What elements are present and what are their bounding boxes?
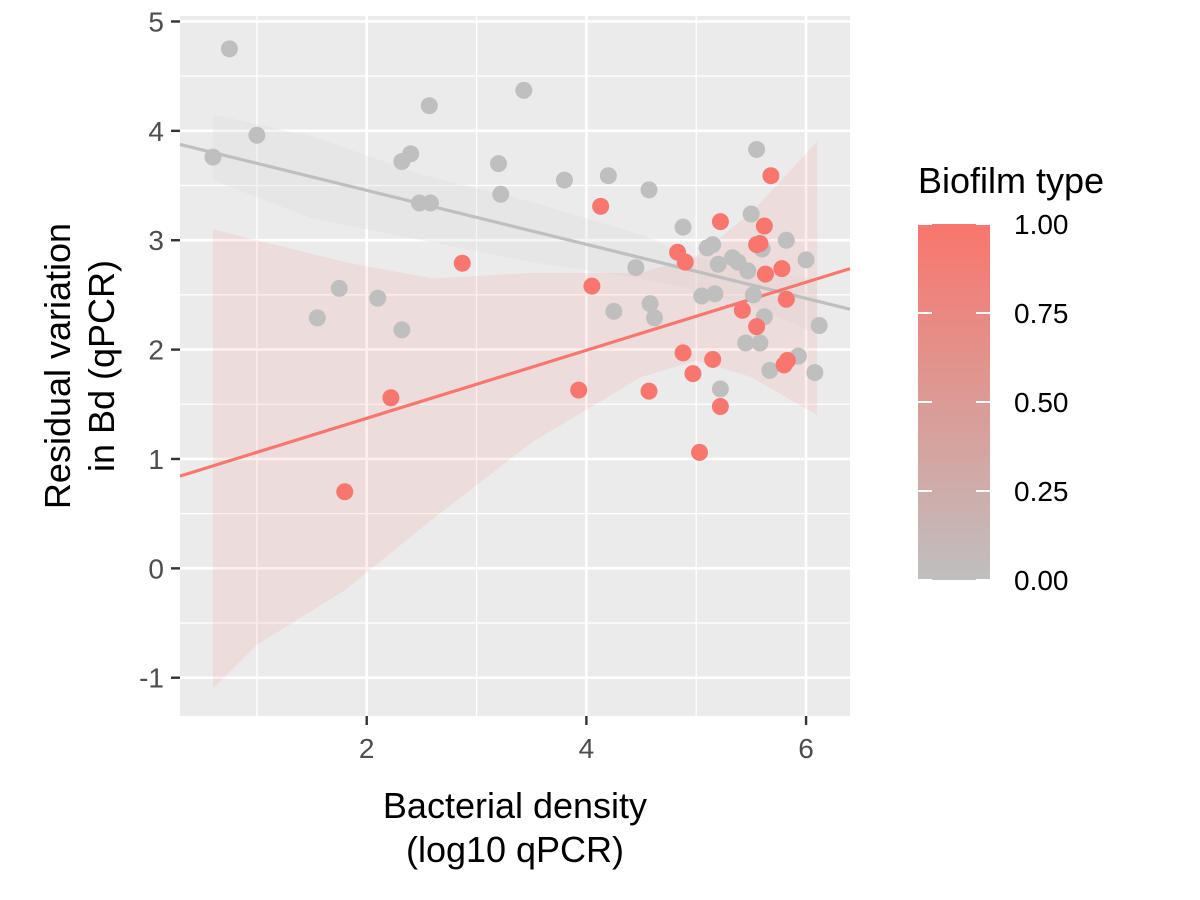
- data-point: [492, 185, 510, 203]
- data-point: [762, 167, 780, 185]
- data-point: [570, 381, 588, 399]
- colorbar-ticks: 1.00 0.75 0.50 0.25 0.00: [918, 209, 1069, 596]
- ribbon-group-1: [212, 141, 818, 689]
- data-point: [761, 361, 779, 379]
- plot-panel: [180, 16, 850, 716]
- colorbar-tick-label: 0.25: [1014, 476, 1069, 507]
- y-tick-label: -1: [139, 663, 164, 694]
- ribbon-group-0: [212, 114, 818, 334]
- colorbar-tick-label: 0.50: [1014, 387, 1069, 418]
- data-point: [453, 254, 471, 272]
- legend: Biofilm type 1.00 0.75 0.50 0.25 0.00: [918, 160, 1104, 596]
- legend-title: Biofilm type: [918, 160, 1104, 201]
- data-point: [676, 253, 694, 271]
- data-point: [592, 197, 610, 215]
- x-axis-title-line: (log10 qPCR): [406, 829, 624, 870]
- data-point: [748, 140, 766, 158]
- data-point: [555, 171, 573, 189]
- colorbar-tick-label: 1.00: [1014, 209, 1069, 240]
- y-tick-label: 1: [148, 444, 164, 475]
- gridlines: [180, 16, 850, 716]
- data-point: [733, 301, 751, 319]
- data-point: [777, 290, 795, 308]
- data-point: [706, 285, 724, 303]
- data-point: [248, 126, 266, 144]
- confidence-ribbons: [212, 114, 818, 689]
- data-point: [641, 295, 659, 313]
- data-point: [393, 321, 411, 339]
- data-point: [674, 218, 692, 236]
- data-point: [711, 213, 729, 231]
- data-point: [773, 260, 791, 278]
- data-point: [704, 236, 722, 254]
- data-point: [711, 380, 729, 398]
- y-tick-label: 0: [148, 553, 164, 584]
- data-point: [684, 365, 702, 383]
- y-tick-label: 2: [148, 335, 164, 366]
- data-point: [744, 286, 762, 304]
- x-tick-label: 4: [579, 733, 595, 764]
- fit-line-group-0: [179, 142, 851, 311]
- data-point: [711, 397, 729, 415]
- data-point: [755, 217, 773, 235]
- data-point: [810, 317, 828, 335]
- data-point: [806, 364, 824, 382]
- data-point: [515, 81, 533, 99]
- data-point: [756, 265, 774, 283]
- data-point: [748, 318, 766, 336]
- data-point: [420, 97, 438, 115]
- data-point: [797, 251, 815, 269]
- colorbar-tick-label: 0.75: [1014, 298, 1069, 329]
- data-point: [693, 287, 711, 305]
- y-axis-title-line: in Bd (qPCR): [81, 260, 122, 472]
- data-point: [640, 181, 658, 199]
- data-point: [220, 40, 238, 58]
- data-point: [645, 309, 663, 327]
- data-point: [490, 155, 508, 173]
- data-point: [382, 389, 400, 407]
- data-point: [778, 352, 796, 370]
- y-axis-title-line: Residual variation: [37, 223, 78, 509]
- data-point: [204, 148, 222, 166]
- data-point: [737, 334, 755, 352]
- x-tick-label: 6: [798, 733, 814, 764]
- data-point: [308, 309, 326, 327]
- data-point: [704, 350, 722, 368]
- data-point: [421, 194, 439, 212]
- axes: -1 0 1 2 3 4 5 2 4 6: [139, 6, 814, 764]
- y-tick-label: 3: [148, 225, 164, 256]
- data-point: [742, 205, 760, 223]
- data-point: [369, 289, 387, 307]
- data-point: [627, 259, 645, 277]
- data-point: [777, 231, 795, 249]
- data-point: [751, 235, 769, 252]
- colorbar-tick-label: 0.00: [1014, 565, 1069, 596]
- x-axis-title-line: Bacterial density: [383, 785, 647, 826]
- y-axis-title: Residual variation in Bd (qPCR): [37, 223, 122, 509]
- data-point: [691, 443, 709, 461]
- data-point: [330, 279, 348, 297]
- data-point: [640, 382, 658, 400]
- data-point: [336, 483, 354, 501]
- y-tick-label: 5: [148, 6, 164, 37]
- data-point: [599, 167, 617, 185]
- data-points: [204, 40, 828, 501]
- data-point: [583, 277, 601, 295]
- data-point: [709, 255, 727, 273]
- data-point: [751, 334, 769, 352]
- x-axis-title: Bacterial density(log10 qPCR): [383, 785, 647, 870]
- data-point: [605, 302, 623, 320]
- data-point: [674, 344, 692, 362]
- data-point: [739, 262, 757, 280]
- x-tick-label: 2: [359, 733, 375, 764]
- data-point: [402, 145, 420, 163]
- y-tick-label: 4: [148, 116, 164, 147]
